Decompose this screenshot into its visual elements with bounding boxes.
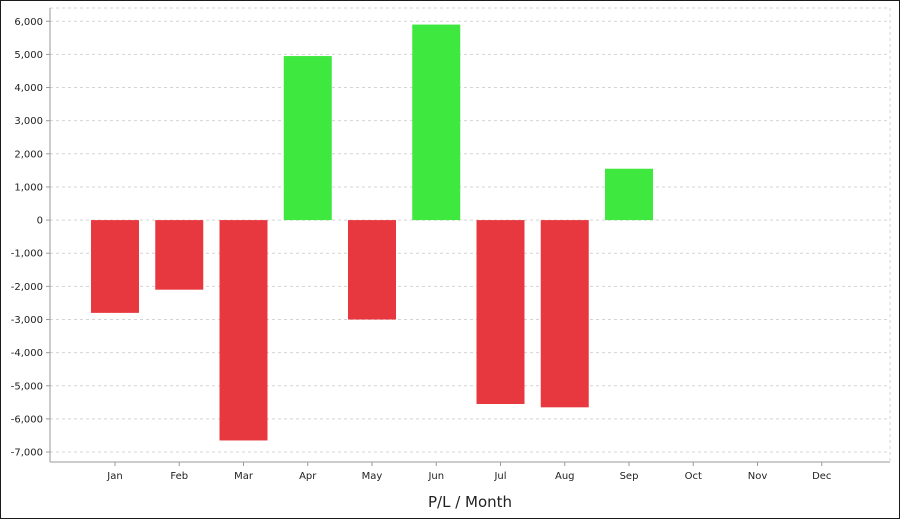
x-tick-label-jan: Jan	[106, 471, 122, 482]
x-tick-label-feb: Feb	[170, 471, 188, 482]
y-tick-label: -4,000	[11, 348, 43, 359]
bar-jun	[412, 24, 461, 221]
y-tick-label: -2,000	[11, 282, 43, 293]
x-tick-label-sep: Sep	[620, 471, 639, 482]
y-tick-label: 4,000	[14, 83, 43, 94]
x-tick-label-oct: Oct	[685, 471, 702, 482]
x-tick-label-apr: Apr	[299, 471, 317, 482]
y-tick-label: 2,000	[14, 149, 43, 160]
y-tick-label: -3,000	[11, 315, 43, 326]
bar-may	[348, 220, 396, 320]
bar-feb	[155, 220, 204, 290]
y-tick-label: 3,000	[14, 116, 43, 127]
y-tick-label: 0	[37, 216, 43, 227]
x-tick-labels: Jan Feb Mar Apr May Jun Jul Aug Sep Oct Nov Dec	[106, 471, 831, 482]
x-tick-label-jun: Jun	[427, 471, 444, 482]
gridlines	[50, 7, 891, 462]
y-tick-label: 1,000	[14, 182, 43, 193]
y-tick-label: -1,000	[11, 249, 43, 260]
axes	[46, 8, 890, 466]
x-tick-label-mar: Mar	[234, 471, 254, 482]
x-tick-label-nov: Nov	[748, 471, 768, 482]
bar-mar	[219, 220, 268, 441]
x-tick-label-may: May	[362, 471, 383, 482]
bar-sep	[605, 168, 653, 221]
bar-aug	[540, 220, 589, 408]
bar-apr	[283, 56, 332, 221]
x-axis-title: P/L / Month	[428, 493, 512, 511]
y-tick-label: -7,000	[11, 448, 43, 459]
y-tick-label: -5,000	[11, 381, 43, 392]
bars	[91, 24, 653, 441]
bar-jul	[476, 220, 525, 405]
x-tick-label-jul: Jul	[493, 471, 506, 482]
y-tick-label: -6,000	[11, 414, 43, 425]
x-tick-label-aug: Aug	[555, 471, 575, 482]
y-tick-labels: 6,000 5,000 4,000 3,000 2,000 1,000 0 -1,000 -2,…	[11, 17, 43, 459]
y-tick-label: 6,000	[14, 17, 43, 28]
bar-jan	[91, 220, 139, 313]
y-tick-label: 5,000	[14, 50, 43, 61]
x-tick-label-dec: Dec	[812, 471, 831, 482]
